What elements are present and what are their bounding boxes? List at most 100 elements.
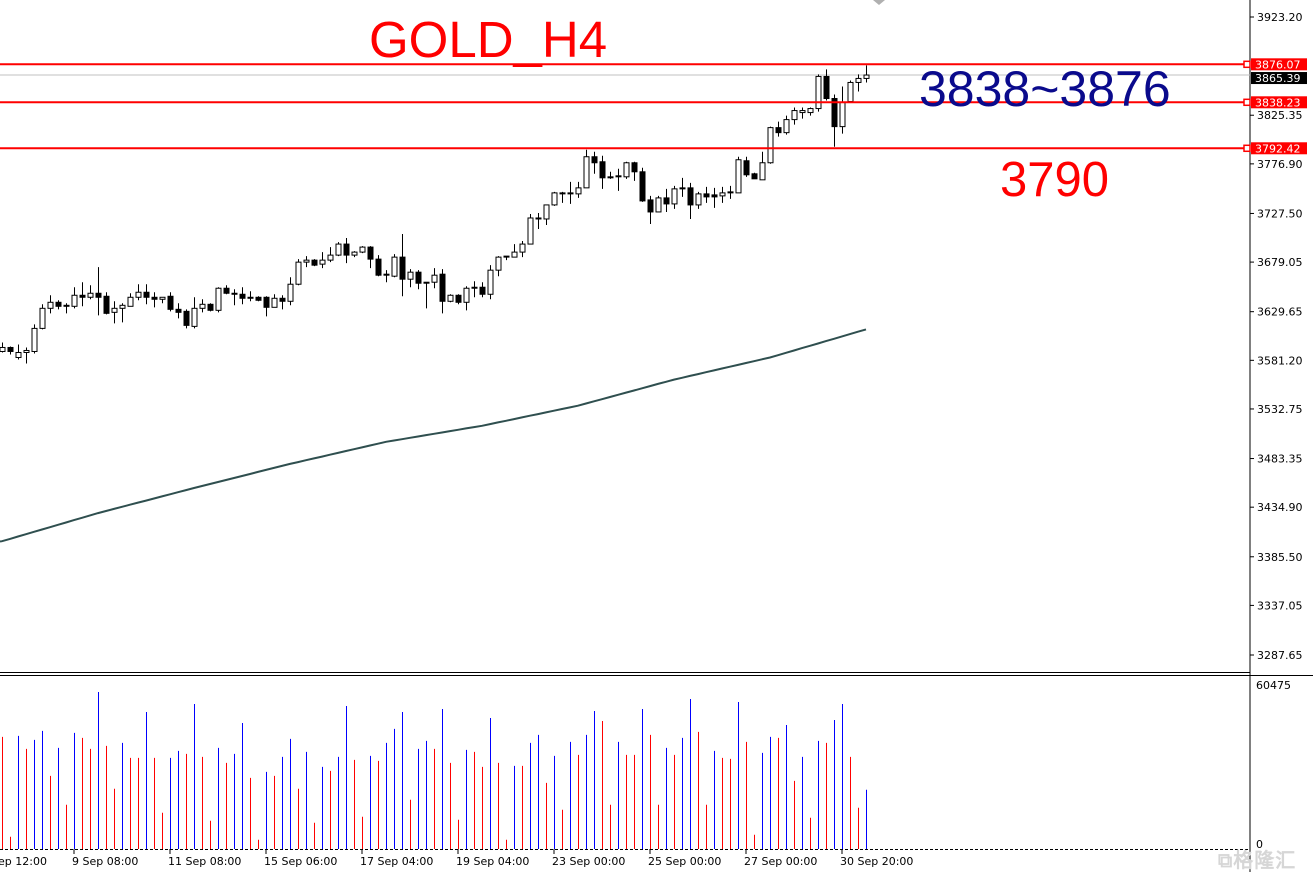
candle bbox=[159, 296, 166, 304]
candle bbox=[623, 161, 630, 179]
candle-body-bull bbox=[119, 304, 126, 309]
candle-body-bear bbox=[343, 243, 350, 256]
candle-body-bear bbox=[631, 162, 638, 173]
candle-body-bull bbox=[295, 261, 302, 285]
candle-body-bull bbox=[303, 259, 310, 263]
level-price-tag bbox=[1251, 58, 1307, 71]
candle bbox=[231, 289, 238, 306]
candle-body-bull bbox=[199, 303, 206, 309]
y-tick-label: 3776.90 bbox=[1257, 158, 1303, 171]
candle bbox=[463, 286, 470, 311]
candle-body-bull bbox=[503, 255, 510, 258]
candle-body-bull bbox=[791, 110, 798, 121]
candle-body-bear bbox=[439, 273, 446, 302]
candle bbox=[135, 284, 142, 301]
candle bbox=[191, 297, 198, 329]
candle bbox=[495, 256, 502, 277]
candle bbox=[479, 282, 486, 298]
candle bbox=[143, 284, 150, 305]
candle-body-bull bbox=[863, 74, 870, 79]
candle-body-bear bbox=[703, 193, 710, 198]
candle bbox=[615, 168, 622, 191]
x-tick-label: 23 Sep 00:00 bbox=[552, 855, 625, 868]
candle-body-bear bbox=[367, 246, 374, 260]
candle bbox=[863, 65, 870, 83]
watermark-logo: ⧉格隆汇 bbox=[1218, 850, 1296, 870]
candle-body-bull bbox=[431, 274, 438, 283]
candle-body-bull bbox=[839, 102, 846, 128]
candle-body-bear bbox=[599, 161, 606, 179]
x-tick-label: 19 Sep 04:00 bbox=[456, 855, 529, 868]
candle bbox=[719, 186, 726, 203]
candle bbox=[503, 255, 510, 261]
candle-body-bull bbox=[575, 187, 582, 195]
candle bbox=[543, 204, 550, 225]
candle bbox=[759, 151, 766, 181]
level-price-tag bbox=[1251, 142, 1307, 155]
candle bbox=[303, 256, 310, 268]
candle-body-bull bbox=[767, 127, 774, 164]
candle-body-bear bbox=[775, 127, 782, 134]
candle bbox=[823, 69, 830, 101]
y-tick-label: 3923.20 bbox=[1257, 11, 1303, 24]
candle-body-bull bbox=[527, 217, 534, 245]
candle-body-bull bbox=[407, 271, 414, 280]
candle bbox=[655, 195, 662, 213]
candle bbox=[839, 86, 846, 134]
current-price-tag bbox=[1251, 72, 1307, 85]
candle-body-bull bbox=[799, 110, 806, 114]
candle bbox=[687, 182, 694, 219]
candle-body-bull bbox=[551, 192, 558, 206]
moving-average-line bbox=[0, 328, 867, 543]
candle bbox=[471, 281, 478, 298]
candle bbox=[271, 294, 278, 308]
candle-body-bear bbox=[151, 296, 158, 300]
candle-body-bear bbox=[831, 98, 838, 128]
candle-body-bull bbox=[319, 259, 326, 265]
current-price-label: 3865.39 bbox=[1255, 72, 1301, 85]
candle bbox=[775, 121, 782, 137]
candle-body-bull bbox=[287, 283, 294, 302]
candle-body-bull bbox=[159, 296, 166, 300]
candle-body-bear bbox=[247, 296, 254, 299]
candle-body-bull bbox=[215, 287, 222, 311]
candle-body-bull bbox=[15, 351, 22, 359]
y-tick-label: 3629.65 bbox=[1257, 306, 1303, 319]
y-tick-label: 3287.65 bbox=[1257, 649, 1303, 662]
x-tick-label: 11 Sep 08:00 bbox=[168, 855, 241, 868]
candle-body-bull bbox=[487, 269, 494, 295]
candle bbox=[439, 269, 446, 314]
candle-body-bear bbox=[607, 176, 614, 179]
candle-body-bear bbox=[479, 286, 486, 295]
candle bbox=[663, 188, 670, 212]
candle bbox=[375, 255, 382, 277]
candle-body-bear bbox=[639, 171, 646, 202]
candle-body-bull bbox=[39, 307, 46, 329]
candle bbox=[423, 281, 430, 309]
candle-body-bear bbox=[535, 217, 542, 220]
level-price-label: 3792.42 bbox=[1255, 142, 1301, 155]
candle bbox=[23, 347, 30, 364]
candle-body-bear bbox=[55, 301, 62, 307]
candle-body-bear bbox=[311, 259, 318, 266]
candle-body-bear bbox=[239, 293, 246, 299]
candle bbox=[527, 213, 534, 245]
candle bbox=[295, 259, 302, 286]
candle bbox=[39, 304, 46, 330]
candle-body-bull bbox=[191, 307, 198, 327]
candle bbox=[247, 291, 254, 302]
candle bbox=[359, 246, 366, 254]
candle-body-bull bbox=[519, 243, 526, 253]
candle bbox=[239, 287, 246, 305]
candle-body-bear bbox=[711, 194, 718, 198]
candle-body-bear bbox=[183, 310, 190, 326]
candle bbox=[487, 265, 494, 300]
candle bbox=[47, 295, 54, 314]
candle bbox=[151, 292, 158, 308]
candle-body-bull bbox=[655, 197, 662, 213]
y-tick-label: 3337.05 bbox=[1257, 599, 1303, 612]
range-annotation: 3838~3876 bbox=[919, 61, 1171, 117]
candle bbox=[599, 155, 606, 189]
candle-body-bull bbox=[727, 191, 734, 194]
